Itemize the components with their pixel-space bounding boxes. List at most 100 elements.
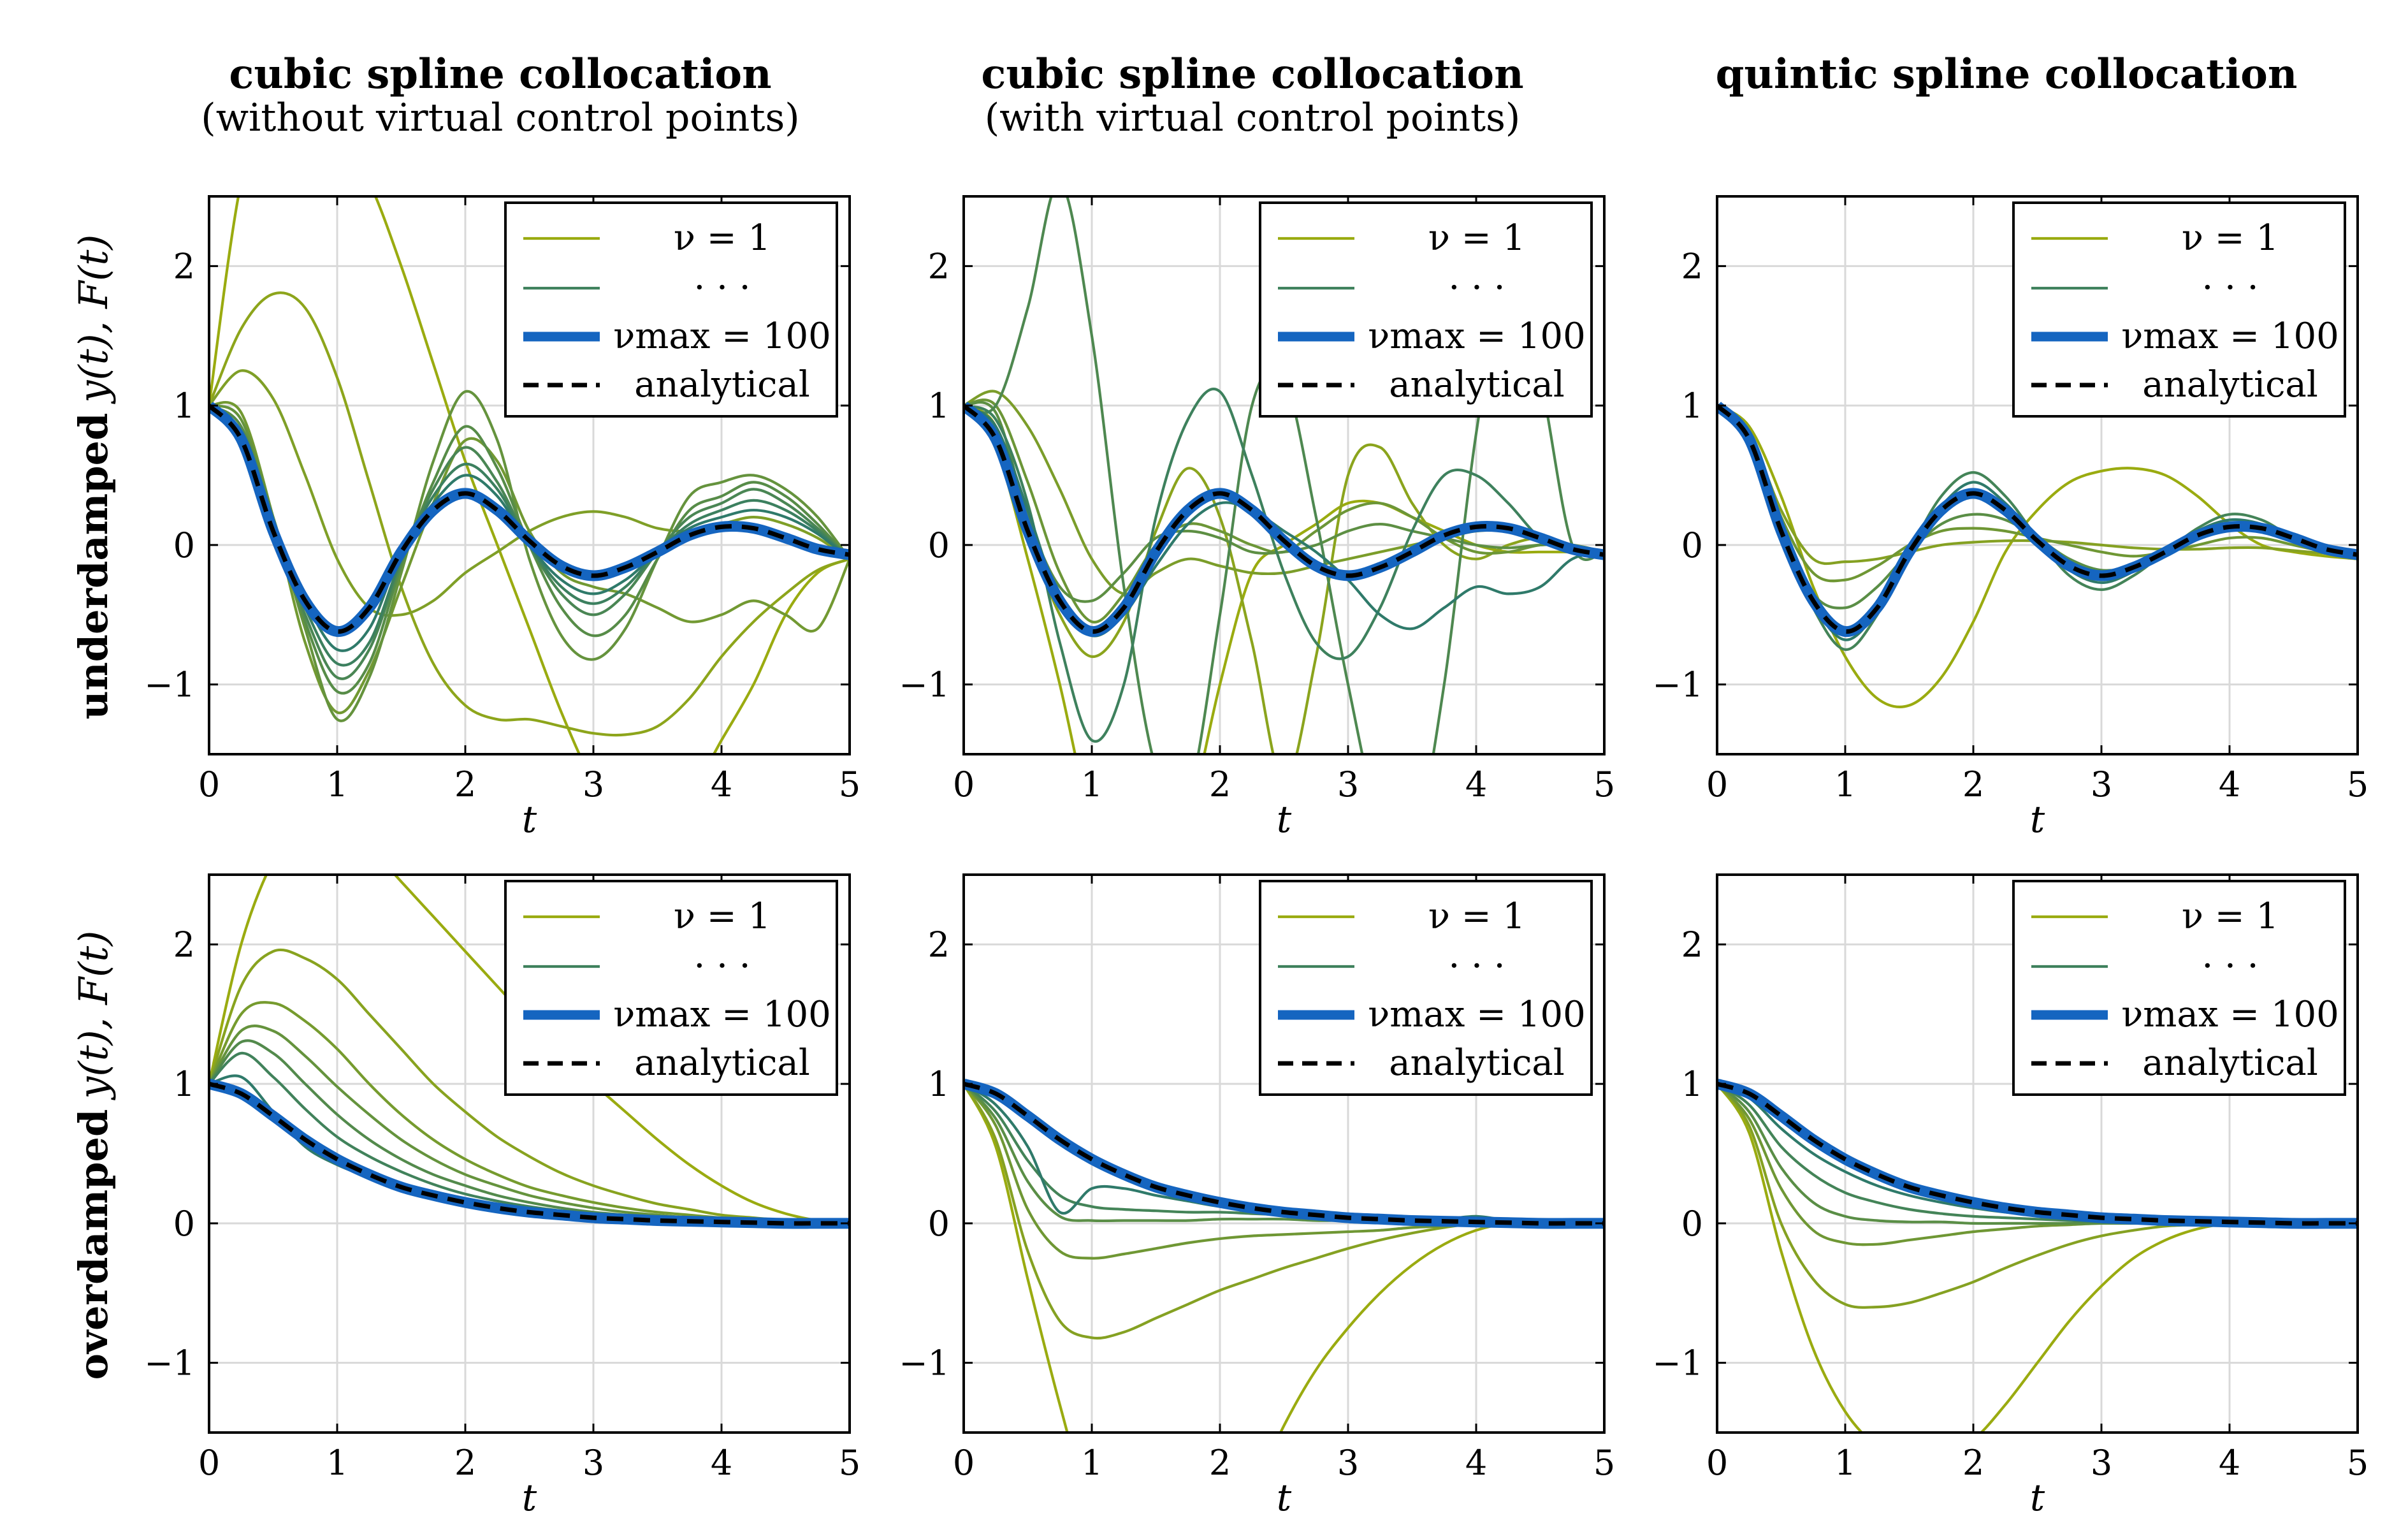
series-line-iteration-5 — [209, 390, 850, 722]
x-tick-label: 3 — [1337, 1443, 1359, 1483]
axes-frame — [962, 873, 1606, 1434]
x-tick-label: 2 — [1209, 1443, 1231, 1483]
legend-label: ν = 1 — [1428, 217, 1525, 259]
series-line-iteration-3 — [209, 369, 850, 617]
y-tick-label: 2 — [173, 924, 195, 965]
y-tick-label: 0 — [928, 525, 950, 565]
y-tick-label: 0 — [173, 1204, 195, 1244]
x-tick-label: 5 — [1593, 764, 1615, 805]
x-tick-label: 5 — [1593, 1443, 1615, 1483]
x-tick-label: 1 — [1081, 764, 1103, 805]
series-line-iteration-7 — [209, 404, 850, 680]
x-tick-label: 1 — [326, 764, 348, 805]
x-tick-label: 4 — [2219, 1443, 2240, 1483]
axes-frame — [208, 873, 851, 1434]
series-line-iteration-3 — [964, 390, 1604, 595]
x-axis-label: t — [2030, 798, 2045, 841]
series-line-iteration-2 — [1717, 404, 2358, 565]
row-label-overdamped-math: y(t), F(t) — [70, 931, 117, 1101]
y-tick-label: −1 — [899, 1343, 950, 1383]
x-tick-label: 3 — [1337, 764, 1359, 805]
axes-frame — [962, 195, 1606, 755]
series-group — [209, 196, 850, 754]
x-axis-label: t — [522, 1476, 537, 1519]
y-tick-label: −1 — [1652, 1343, 1703, 1383]
series-line-iteration-1 — [209, 196, 850, 754]
x-tick-label: 1 — [326, 1443, 348, 1483]
x-tick-label: 3 — [583, 764, 604, 805]
y-tick-label: 2 — [928, 924, 950, 965]
legend-label: ν = 1 — [2182, 896, 2279, 937]
column-subtitle-2: (with virtual control points) — [985, 96, 1521, 140]
column-title-3: quintic spline collocation — [1716, 50, 2298, 98]
x-tick-label: 1 — [1834, 764, 1856, 805]
axes-frame — [1716, 195, 2359, 755]
legend-label: ν = 1 — [1428, 896, 1525, 937]
series-group — [1717, 1078, 2358, 1433]
x-tick-label: 4 — [2219, 764, 2240, 805]
legend: ν = 1 · · · νmax = 100 analytical — [504, 201, 838, 418]
y-tick-label: 0 — [928, 1204, 950, 1244]
x-tick-label: 5 — [839, 1443, 860, 1483]
legend-label: νmax = 100 — [2121, 994, 2339, 1035]
x-axis-label: t — [522, 798, 537, 841]
series-line-iteration-1 — [1717, 404, 2358, 708]
legend-label: · · · — [693, 267, 750, 309]
column-title-2: cubic spline collocation — [981, 50, 1523, 98]
series-line-iteration-3 — [1717, 404, 2358, 583]
axes-frame — [1716, 873, 2359, 1434]
series-line-iteration-2 — [209, 291, 850, 737]
y-tick-label: 2 — [1681, 924, 1703, 965]
series-group — [1717, 401, 2358, 708]
legend-label: analytical — [634, 364, 809, 405]
series-line-final-iteration — [1717, 401, 2358, 638]
y-tick-label: 2 — [928, 246, 950, 286]
series-line-iteration-1 — [964, 1083, 1604, 1433]
legend-label: · · · — [2201, 945, 2258, 987]
x-tick-label: 4 — [1465, 1443, 1487, 1483]
x-tick-label: 0 — [198, 764, 220, 805]
x-tick-label: 4 — [711, 1443, 732, 1483]
x-tick-label: 4 — [1465, 764, 1487, 805]
column-subtitle-1: (without virtual control points) — [201, 96, 799, 140]
panel-overdamped-cubic-virtual: 0 1 2 3 4 5 −1 0 1 2 t ν = 1 · · · νmax = 100 analytic… — [899, 873, 1615, 1519]
legend-label: νmax = 100 — [613, 316, 831, 357]
series-line-analytical — [209, 404, 850, 634]
y-tick-label: 1 — [1681, 1064, 1703, 1104]
x-tick-label: 0 — [953, 1443, 975, 1483]
x-tick-label: 3 — [2091, 764, 2112, 805]
series-line-final-iteration — [964, 1078, 1604, 1229]
y-tick-label: 1 — [173, 386, 195, 426]
x-tick-label: 5 — [2347, 1443, 2368, 1483]
panel-underdamped-cubic: 0 1 2 3 4 5 −1 0 1 2 t ν = 1 · · · νmax = 100 analytic… — [144, 195, 860, 841]
column-title-1: cubic spline collocation — [229, 50, 771, 98]
x-tick-label: 4 — [711, 764, 732, 805]
series-line-iteration-2 — [209, 948, 850, 1225]
legend-label: · · · — [693, 945, 750, 987]
panel-underdamped-quintic: 0 1 2 3 4 5 −1 0 1 2 t ν = 1 · · · νmax = 100 analytic… — [1652, 195, 2368, 841]
legend-label: · · · — [2201, 267, 2258, 309]
x-tick-label: 3 — [2091, 1443, 2112, 1483]
x-tick-label: 0 — [953, 764, 975, 805]
x-tick-label: 0 — [198, 1443, 220, 1483]
legend-label: ν = 1 — [2182, 217, 2279, 259]
x-tick-label: 2 — [454, 1443, 476, 1483]
x-tick-label: 2 — [454, 764, 476, 805]
legend: ν = 1 · · · νmax = 100 analytical — [1259, 201, 1593, 418]
legend-label: · · · — [1448, 267, 1505, 309]
row-label-underdamped-math: y(t), F(t) — [70, 235, 117, 405]
legend-label: νmax = 100 — [1368, 316, 1586, 357]
row-label-underdamped-bold: underdamped — [70, 413, 117, 720]
series-line-iteration-7 — [964, 388, 1604, 743]
series-line-analytical — [209, 1081, 850, 1226]
y-tick-label: 1 — [1681, 386, 1703, 426]
legend-label: analytical — [1389, 364, 1564, 405]
series-line-analytical — [964, 1081, 1604, 1226]
x-tick-label: 5 — [2347, 764, 2368, 805]
series-line-iteration-2 — [1717, 1083, 2358, 1309]
series-line-iteration-4 — [964, 398, 1604, 624]
series-line-iteration-4 — [964, 1083, 1604, 1225]
legend-label: νmax = 100 — [2121, 316, 2339, 357]
x-tick-label: 0 — [1706, 1443, 1728, 1483]
x-tick-label: 2 — [1962, 1443, 1984, 1483]
